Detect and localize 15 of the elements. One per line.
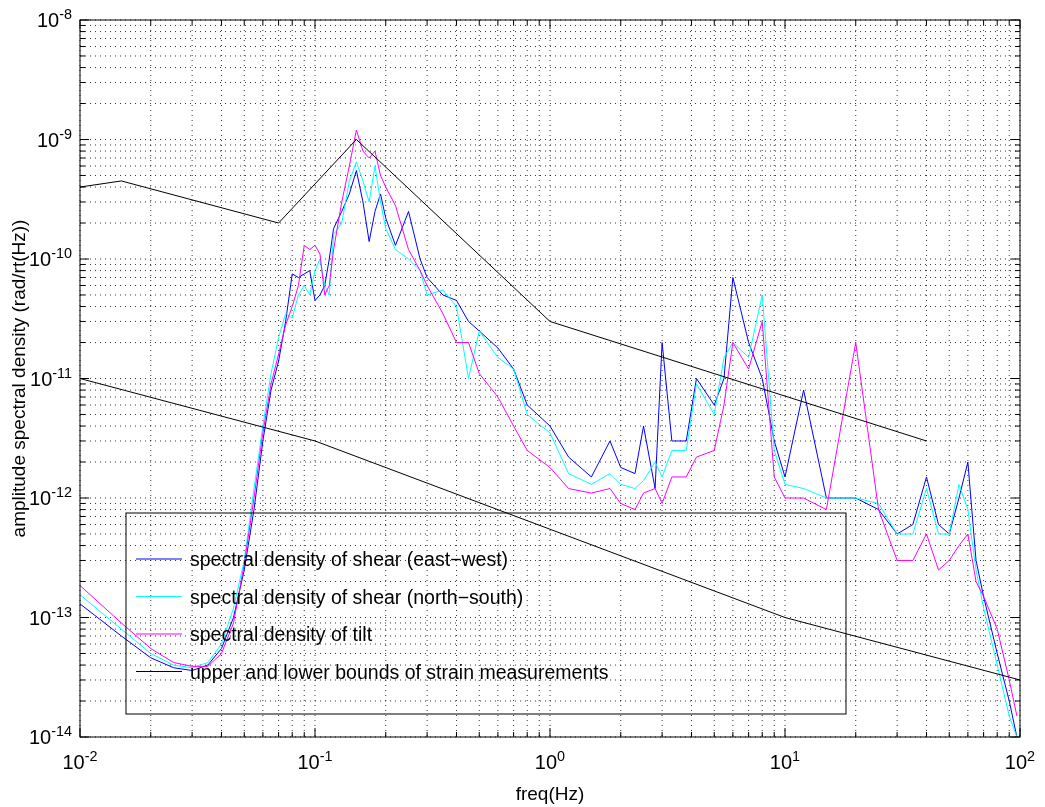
y-tick-label: 10$^{-14}$ (28, 723, 72, 748)
x-tick-label: 10$^{-1}$ (297, 748, 333, 773)
y-tick-label: 10$^{-10}$ (28, 245, 72, 270)
y-tick-label: 10$^{-9}$ (36, 125, 72, 151)
y-axis-title: amplitude spectral density (rad/rt(Hz)) (8, 219, 29, 538)
x-axis-title: freq(Hz) (515, 783, 585, 804)
x-tick-label: 10$^{2}$ (1004, 748, 1036, 773)
legend-label: upper and lower bounds of strain measurements (190, 660, 609, 683)
x-tick-label: 10$^{-2}$ (62, 748, 98, 773)
y-tick-label: 10$^{-11}$ (30, 364, 72, 390)
y-tick-label: 10$^{-12}$ (28, 484, 72, 509)
y-tick-label: 10$^{-13}$ (28, 603, 72, 629)
y-tick-label: 10$^{-8}$ (36, 6, 72, 31)
x-tick-label: 10$^{0}$ (534, 748, 566, 773)
x-tick-label: 10$^{1}$ (769, 748, 801, 773)
